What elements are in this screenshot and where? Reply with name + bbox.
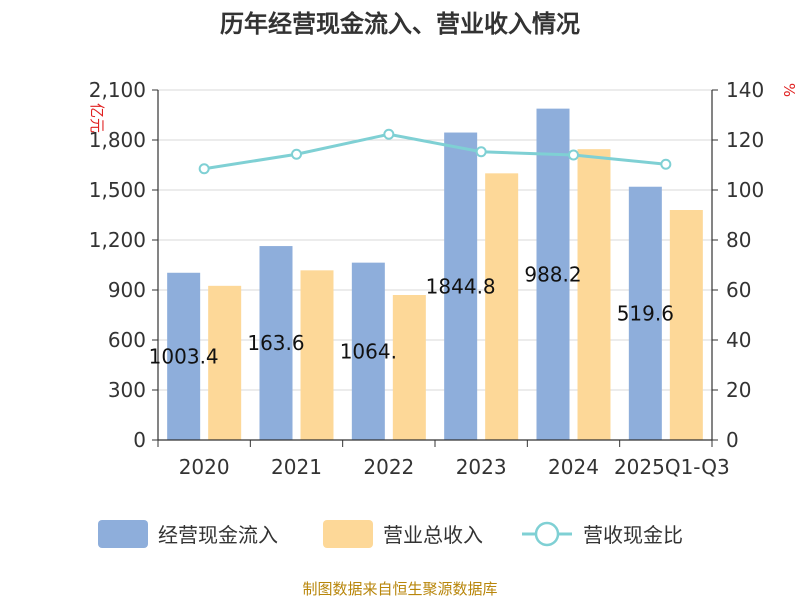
cash-inflow-bar [351, 262, 385, 440]
x-axis-tick-label: 2025Q1-Q3 [614, 455, 730, 479]
right-axis-tick-label: 40 [726, 328, 751, 352]
legend-swatch-ratio-marker [534, 521, 560, 547]
right-axis-tick-label: 100 [726, 178, 764, 202]
axes: 0 0 300 20 600 40 900 60 1,200 80 1,500 100 1,800 120… [89, 78, 764, 479]
legend-label-revenue: 营业总收入 [383, 523, 483, 547]
cash-inflow-data-label: 163.6 [247, 331, 304, 355]
left-axis-tick-label: 900 [108, 278, 146, 302]
right-axis-tick-label: 60 [726, 278, 751, 302]
revenue-bar [669, 210, 703, 440]
ratio-point [475, 146, 487, 158]
legend-label-ratio: 营收现金比 [583, 523, 683, 547]
ratio-point [291, 148, 302, 160]
x-axis-tick-label: 2023 [456, 455, 507, 479]
right-axis-tick-label: 20 [726, 378, 751, 402]
revenue-bar [485, 173, 519, 441]
ratio-point [198, 163, 210, 175]
x-axis-tick-label: 2024 [548, 455, 599, 479]
cash-inflow-data-label: 1844.8 [426, 274, 496, 298]
ratio-line [203, 132, 666, 171]
right-axis-tick-label: 0 [726, 428, 739, 452]
ratio-point [383, 128, 395, 140]
cash-inflow-bar [167, 272, 201, 440]
revenue-bar [392, 295, 426, 440]
legend-swatch-revenue [323, 520, 373, 548]
cash-inflow-bar [444, 132, 478, 441]
ratio-line-group [198, 128, 672, 175]
left-axis-tick-label: 300 [108, 378, 146, 402]
left-axis-unit: 亿元 [88, 103, 106, 133]
chart-title: 历年经营现金流入、营业收入情况 [220, 10, 580, 38]
right-axis-tick-label: 80 [726, 228, 751, 252]
right-axis-tick-label: 120 [726, 128, 764, 152]
x-axis-tick-label: 2021 [271, 455, 322, 479]
ratio-point [568, 149, 579, 161]
bar-group [167, 108, 703, 441]
cash-inflow-data-label: 1003.4 [149, 344, 219, 368]
left-axis-tick-label: 0 [133, 428, 146, 452]
cash-inflow-bar [259, 246, 293, 440]
cash-inflow-data-label: 519.6 [617, 301, 674, 325]
gridlines [158, 89, 712, 391]
legend-label-cash: 经营现金流入 [158, 523, 278, 547]
x-axis-tick-label: 2022 [363, 455, 414, 479]
cash-inflow-bar [628, 186, 662, 440]
revenue-bar [208, 285, 242, 440]
data-labels: 1003.4 163.6 1064. 1844.8 988.2 519.6 [149, 262, 674, 368]
left-axis-tick-label: 600 [108, 328, 146, 352]
revenue-bar [300, 270, 334, 440]
legend-swatch-cash [98, 520, 148, 548]
right-axis-tick-label: 140 [726, 78, 764, 102]
source-note: 制图数据来自恒生聚源数据库 [302, 580, 497, 598]
legend: 经营现金流入 营业总收入 营收现金比 [98, 520, 683, 548]
right-axis-unit: % [780, 83, 798, 97]
revenue-bar [577, 149, 611, 440]
left-axis-tick-label: 1,800 [89, 128, 146, 152]
left-axis-tick-label: 2,100 [89, 78, 146, 102]
cash-inflow-bar [536, 108, 570, 440]
left-axis-tick-label: 1,200 [89, 228, 146, 252]
cash-inflow-data-label: 1064. [340, 339, 397, 363]
cash-inflow-data-label: 988.2 [524, 262, 581, 286]
x-axis-tick-label: 2020 [179, 455, 230, 479]
left-axis-tick-label: 1,500 [89, 178, 146, 202]
ratio-point [660, 158, 672, 170]
